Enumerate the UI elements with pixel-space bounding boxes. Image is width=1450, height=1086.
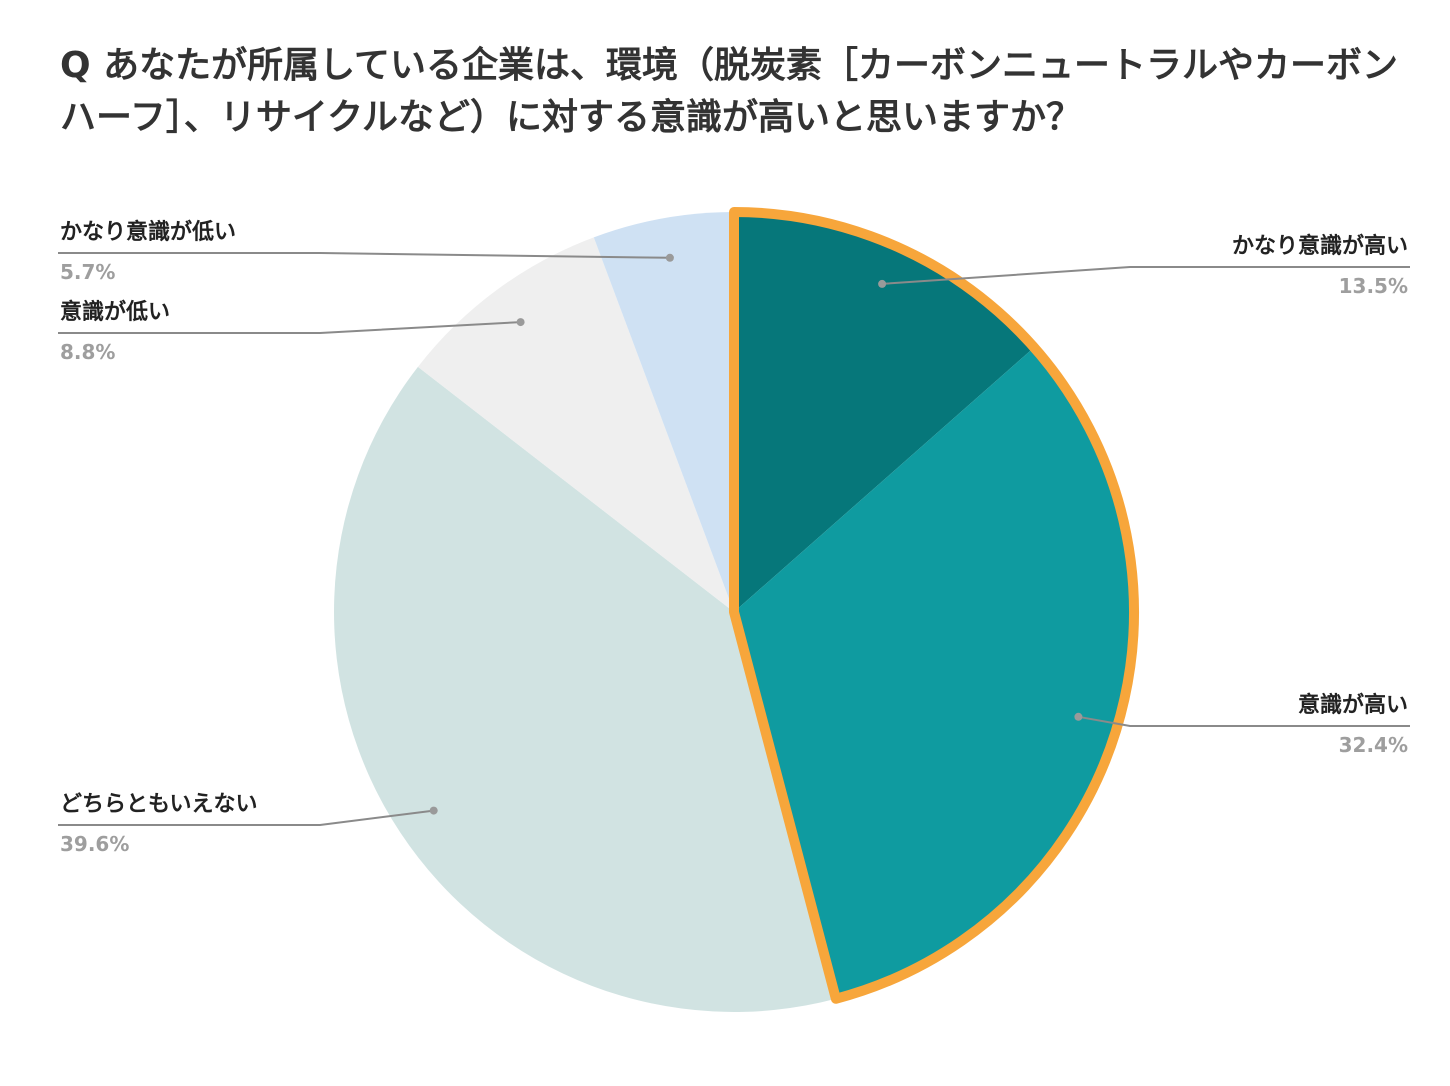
slice-value-1: 13.5% <box>1339 274 1408 298</box>
slice-labels: かなり意識が高い 13.5% 意識が高い 32.4% どちらともいえない 39.6% 意識が… <box>60 219 1408 856</box>
leader-line-4 <box>58 321 521 334</box>
slice-value-5: 5.7% <box>60 260 115 284</box>
chart-title: Q あなたが所属している企業は、環境（脱炭素［カーボンニュートラルやカーボンハー… <box>60 45 1399 138</box>
leader-line-2 <box>1078 715 1410 727</box>
pie-slices <box>334 212 1134 1012</box>
leader-lines <box>58 252 1410 826</box>
pie-slice-3 <box>334 366 836 1012</box>
leader-dot-5 <box>665 253 674 262</box>
slice-value-3: 39.6% <box>60 832 129 856</box>
slice-label-5: かなり意識が低い <box>60 219 236 245</box>
pie-slice-1 <box>734 212 1035 612</box>
slice-label-3: どちらともいえない <box>60 792 258 817</box>
highlight-outline <box>729 207 1139 1004</box>
leader-dot-4 <box>516 318 525 327</box>
slice-label-2: 意識が高い <box>1298 692 1408 718</box>
pie-slice-5 <box>593 212 734 612</box>
slice-value-2: 32.4% <box>1339 733 1408 757</box>
leader-line-1 <box>882 266 1410 285</box>
leader-dot-2 <box>1074 712 1083 721</box>
leader-line-3 <box>58 809 434 826</box>
leader-dot-3 <box>429 806 438 815</box>
slice-label-4: 意識が低い <box>60 299 170 325</box>
slice-value-4: 8.8% <box>60 340 115 364</box>
pie-slice-4 <box>417 237 734 612</box>
leader-line-5 <box>58 252 670 259</box>
leader-dot-1 <box>878 279 887 288</box>
slice-label-1: かなり意識が高い <box>1232 233 1408 259</box>
pie-slice-2 <box>734 347 1134 999</box>
